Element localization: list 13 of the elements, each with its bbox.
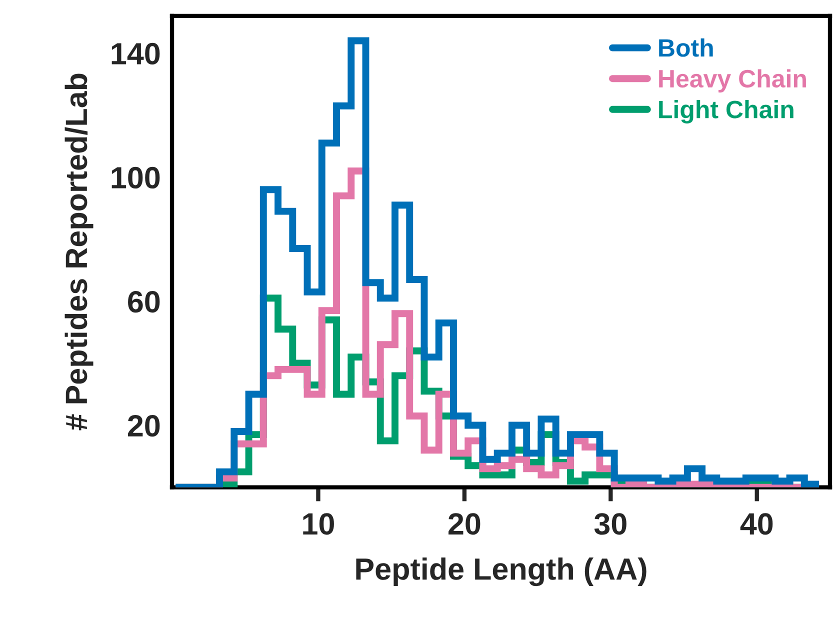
x-tick-label: 30 xyxy=(594,513,626,535)
x-tick-label: 10 xyxy=(303,513,334,535)
y-tick-label: 140 xyxy=(112,42,160,65)
legend-label: Heavy Chain xyxy=(659,69,806,93)
y-axis-title: # Peptides Reported/Lab xyxy=(64,74,94,430)
x-tick-label: 20 xyxy=(448,513,480,535)
y-tick-label: 100 xyxy=(112,166,160,189)
x-tick-label: 40 xyxy=(740,513,773,535)
y-tick-label: 20 xyxy=(128,415,160,437)
legend-label: Light Chain xyxy=(659,100,794,124)
legend-label: Both xyxy=(659,38,713,57)
y-tick-label: 60 xyxy=(128,290,160,313)
x-axis-title: Peptide Length (AA) xyxy=(356,557,646,586)
